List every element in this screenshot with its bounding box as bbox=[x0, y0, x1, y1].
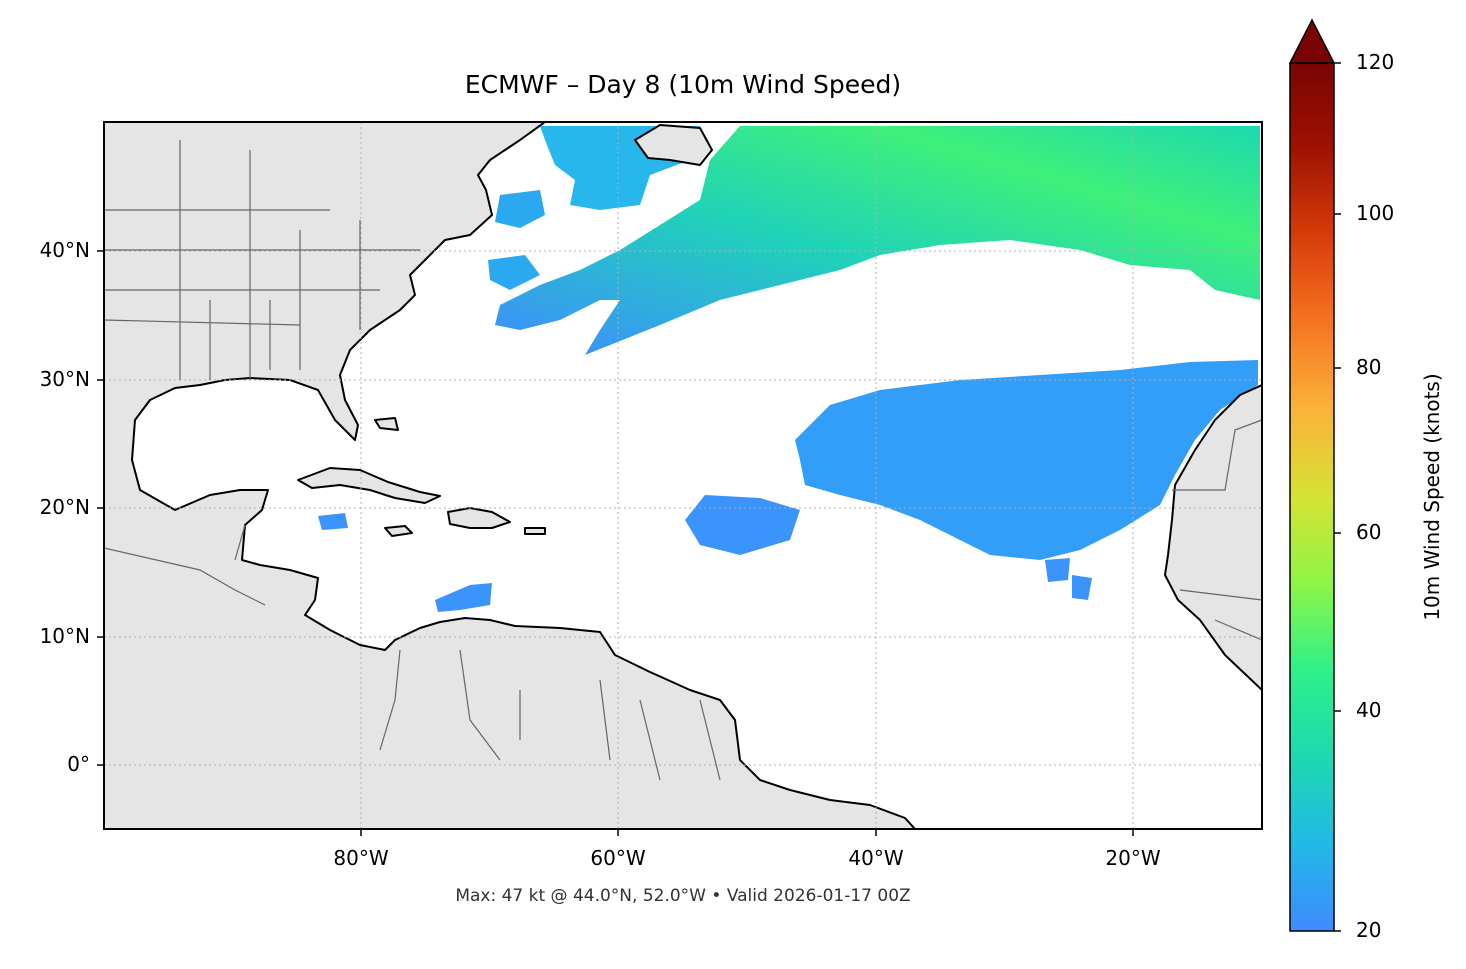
wind-patch-caribbean bbox=[435, 583, 492, 612]
cuba-island bbox=[297, 467, 441, 504]
colorbar-tick-40: 40 bbox=[1356, 698, 1382, 722]
wind-field-subtropical bbox=[795, 360, 1258, 560]
gridlines bbox=[104, 122, 1262, 829]
colorbar-tick-60: 60 bbox=[1356, 520, 1382, 544]
colorbar-label: 10m Wind Speed (knots) bbox=[1420, 373, 1444, 621]
wind-patch-offshore bbox=[488, 255, 540, 290]
colorbar-tick-100: 100 bbox=[1356, 201, 1395, 225]
lon-label-20w: 20°W bbox=[1105, 846, 1161, 870]
lon-label-80w: 80°W bbox=[333, 846, 389, 870]
hispaniola-island bbox=[447, 507, 511, 529]
colorbar bbox=[1288, 18, 1341, 932]
lat-label-30n: 30°N bbox=[39, 367, 90, 391]
lat-label-40n: 40°N bbox=[39, 238, 90, 262]
lon-label-40w: 40°W bbox=[848, 846, 904, 870]
land bbox=[104, 122, 1262, 829]
newfoundland-island bbox=[634, 124, 713, 166]
axis-ticks bbox=[97, 250, 1134, 836]
africa-land bbox=[1164, 384, 1262, 691]
colorbar-tick-80: 80 bbox=[1356, 355, 1382, 379]
puerto-rico-island bbox=[524, 527, 546, 535]
bahamas-island bbox=[374, 417, 399, 431]
colorbar-extend-arrow bbox=[1288, 18, 1336, 64]
lat-label-0: 0° bbox=[67, 752, 90, 776]
jamaica-island bbox=[384, 525, 413, 537]
political-boundaries bbox=[104, 140, 1262, 781]
map-frame bbox=[103, 121, 1263, 830]
wind-swath-north bbox=[495, 126, 1260, 355]
lat-label-20n: 20°N bbox=[39, 495, 90, 519]
colorbar-ticks bbox=[1334, 62, 1341, 932]
map-title: ECMWF – Day 8 (10m Wind Speed) bbox=[464, 70, 902, 99]
wind-patch-nova-scotia bbox=[495, 190, 545, 228]
lon-label-60w: 60°W bbox=[590, 846, 646, 870]
wind-field bbox=[150, 126, 1260, 612]
lat-label-10n: 10°N bbox=[39, 624, 90, 648]
max-wind-caption: Max: 47 kt @ 44.0°N, 52.0°W • Valid 2026… bbox=[455, 886, 911, 906]
wind-patch-tropical bbox=[685, 495, 800, 555]
north-america-land bbox=[104, 122, 916, 829]
wind-patch-east-tropical bbox=[1045, 558, 1092, 600]
colorbar-tick-120: 120 bbox=[1356, 50, 1395, 74]
colorbar-gradient bbox=[1290, 63, 1334, 931]
colorbar-tick-20: 20 bbox=[1356, 918, 1382, 942]
wind-patch-west-caribbean bbox=[318, 513, 348, 530]
colorbar-frame bbox=[1289, 62, 1335, 932]
